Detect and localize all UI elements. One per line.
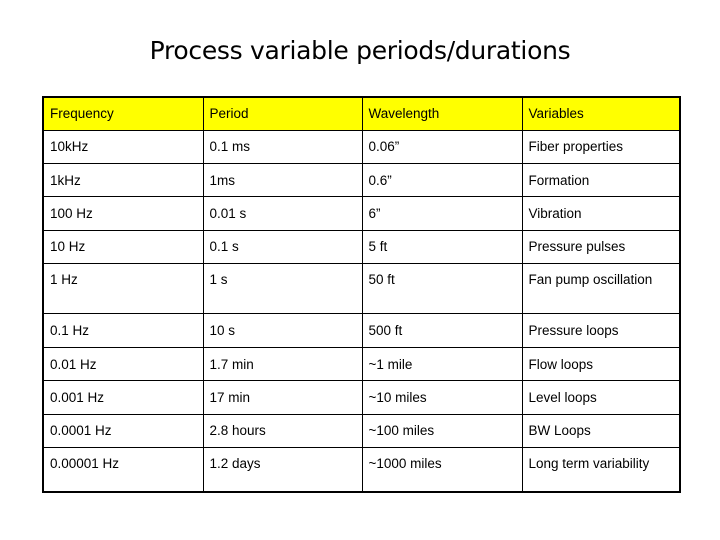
header-variables: Variables <box>521 96 681 131</box>
cell-frequency: 0.01 Hz <box>42 346 204 382</box>
cell-wavelength: 5 ft <box>361 229 523 264</box>
header-row: Frequency Period Wavelength Variables <box>42 96 681 131</box>
process-variable-table: Frequency Period Wavelength Variables 10… <box>42 96 681 493</box>
table-row: 1 Hz 1 s 50 ft Fan pump oscillation <box>42 262 681 315</box>
cell-wavelength: ~100 miles <box>361 413 523 448</box>
cell-frequency: 0.001 Hz <box>42 380 204 415</box>
cell-period: 0.1 s <box>202 229 363 264</box>
cell-variables: Level loops <box>521 380 681 415</box>
cell-variables: Flow loops <box>521 346 681 382</box>
cell-variables: BW Loops <box>521 413 681 448</box>
cell-wavelength: ~1 mile <box>361 346 523 382</box>
cell-wavelength: ~10 miles <box>361 380 523 415</box>
cell-period: 0.1 ms <box>202 129 363 164</box>
cell-period: 1ms <box>202 162 363 198</box>
cell-period: 1.2 days <box>202 446 363 493</box>
cell-period: 17 min <box>202 380 363 415</box>
cell-period: 0.01 s <box>202 196 363 231</box>
header-wavelength: Wavelength <box>361 96 523 131</box>
table-row: 0.001 Hz 17 min ~10 miles Level loops <box>42 380 681 415</box>
cell-frequency: 0.00001 Hz <box>42 446 204 493</box>
cell-variables: Long term variability <box>521 446 681 493</box>
cell-wavelength: 0.06” <box>361 129 523 164</box>
table-row: 0.00001 Hz 1.2 days ~1000 miles Long ter… <box>42 446 681 493</box>
cell-wavelength: 500 ft <box>361 313 523 348</box>
cell-frequency: 10 Hz <box>42 229 204 264</box>
table-row: 10kHz 0.1 ms 0.06” Fiber properties <box>42 129 681 164</box>
header-period: Period <box>202 96 363 131</box>
cell-wavelength: 6” <box>361 196 523 231</box>
cell-variables: Pressure pulses <box>521 229 681 264</box>
cell-wavelength: ~1000 miles <box>361 446 523 493</box>
table-row: 10 Hz 0.1 s 5 ft Pressure pulses <box>42 229 681 264</box>
header-frequency: Frequency <box>42 96 204 131</box>
cell-frequency: 1 Hz <box>42 262 204 315</box>
cell-frequency: 10kHz <box>42 129 204 164</box>
cell-wavelength: 50 ft <box>361 262 523 315</box>
table-row: 1kHz 1ms 0.6” Formation <box>42 162 681 198</box>
cell-period: 2.8 hours <box>202 413 363 448</box>
cell-frequency: 0.0001 Hz <box>42 413 204 448</box>
slide-title: Process variable periods/durations <box>149 36 571 65</box>
cell-wavelength: 0.6” <box>361 162 523 198</box>
cell-frequency: 0.1 Hz <box>42 313 204 348</box>
table-row: 0.0001 Hz 2.8 hours ~100 miles BW Loops <box>42 413 681 448</box>
cell-period: 10 s <box>202 313 363 348</box>
cell-variables: Fiber properties <box>521 129 681 164</box>
cell-variables: Vibration <box>521 196 681 231</box>
cell-frequency: 100 Hz <box>42 196 204 231</box>
cell-variables: Fan pump oscillation <box>521 262 681 315</box>
table-row: 0.1 Hz 10 s 500 ft Pressure loops <box>42 313 681 348</box>
cell-frequency: 1kHz <box>42 162 204 198</box>
cell-variables: Formation <box>521 162 681 198</box>
cell-variables: Pressure loops <box>521 313 681 348</box>
cell-period: 1.7 min <box>202 346 363 382</box>
table-row: 0.01 Hz 1.7 min ~1 mile Flow loops <box>42 346 681 382</box>
cell-period: 1 s <box>202 262 363 315</box>
table-row: 100 Hz 0.01 s 6” Vibration <box>42 196 681 231</box>
